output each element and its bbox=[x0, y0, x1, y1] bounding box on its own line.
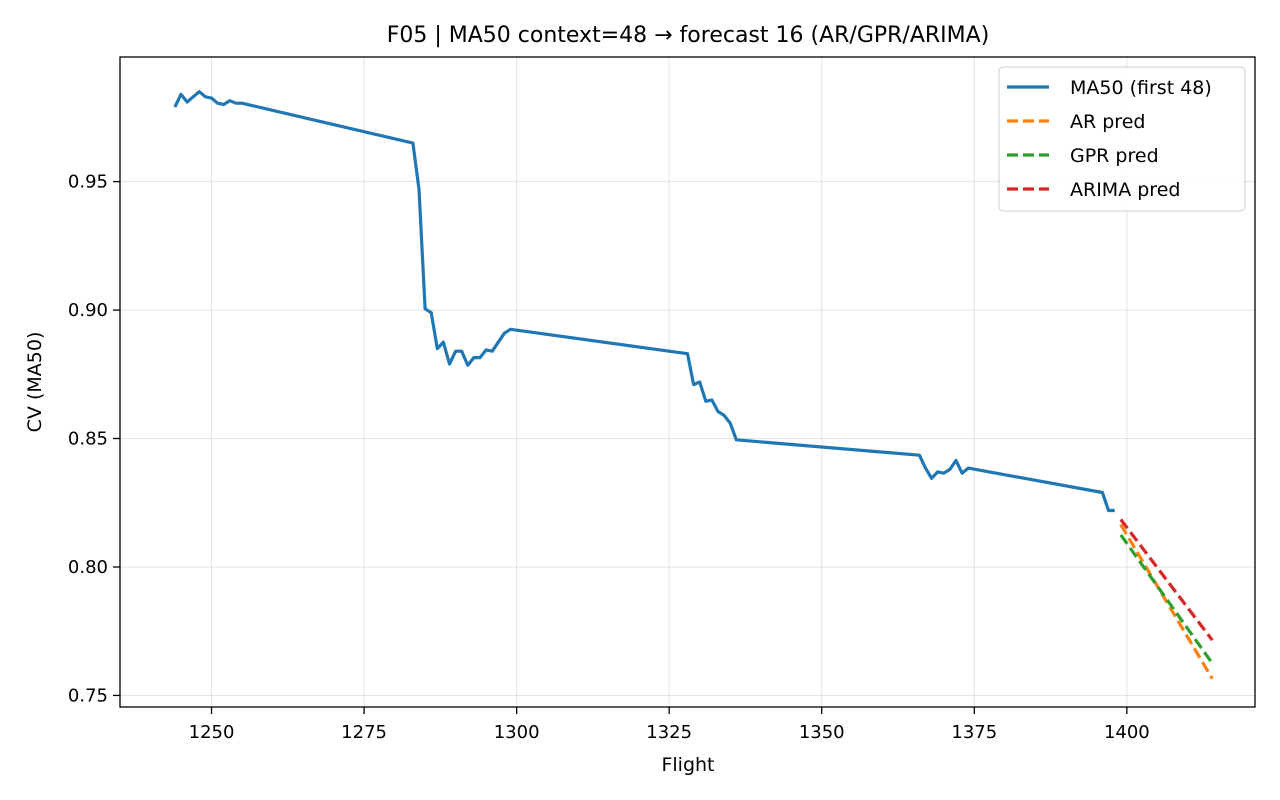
x-tick-label: 1350 bbox=[799, 722, 845, 743]
axes-frame bbox=[119, 56, 1256, 708]
x-tick-label: 1300 bbox=[494, 722, 540, 743]
legend-label-3: ARIMA pred bbox=[1070, 179, 1180, 201]
x-tick-label: 1400 bbox=[1104, 722, 1150, 743]
grid bbox=[120, 57, 1255, 707]
y-tick-label: 0.80 bbox=[68, 557, 108, 578]
series-line-2 bbox=[1119, 533, 1214, 665]
series-line-3 bbox=[1119, 518, 1214, 642]
x-tick-label: 1250 bbox=[189, 722, 235, 743]
x-axis-label: Flight bbox=[661, 754, 714, 776]
series-line-0 bbox=[173, 90, 1115, 513]
x-tick-label: 1275 bbox=[341, 722, 387, 743]
plot-area bbox=[173, 90, 1214, 680]
y-tick-label: 0.75 bbox=[68, 685, 108, 706]
y-tick-label: 0.95 bbox=[68, 172, 108, 193]
y-axis-label: CV (MA50) bbox=[24, 332, 46, 433]
x-tick-label: 1325 bbox=[646, 722, 692, 743]
legend-label-0: MA50 (first 48) bbox=[1070, 77, 1212, 99]
legend: MA50 (first 48) AR pred GPR pred ARIMA pred bbox=[998, 66, 1246, 212]
y-tick-label: 0.90 bbox=[68, 300, 108, 321]
ticks: 1250 1275 1300 1325 1350 1375 1400 0.75 0.80 0.85… bbox=[68, 172, 1150, 743]
x-tick-label: 1375 bbox=[951, 722, 997, 743]
chart-title: F05 | MA50 context=48 → forecast 16 (AR/… bbox=[387, 23, 990, 48]
legend-box bbox=[998, 66, 1246, 212]
legend-label-1: AR pred bbox=[1070, 111, 1145, 133]
y-tick-label: 0.85 bbox=[68, 429, 108, 450]
legend-label-2: GPR pred bbox=[1070, 145, 1159, 167]
